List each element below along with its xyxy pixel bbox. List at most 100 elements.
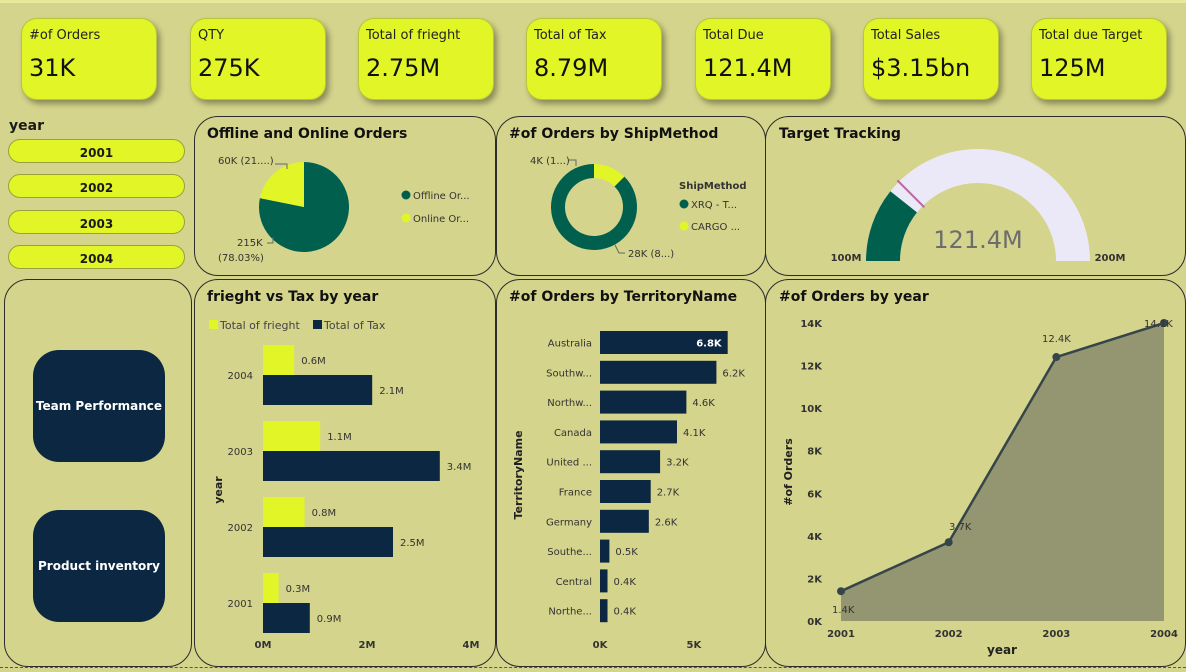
tick-label: 2004 — [1150, 629, 1178, 640]
year-slicer-item-2002[interactable]: 2002 — [8, 174, 185, 198]
kpi-value: 2.75M — [366, 54, 441, 82]
leader-line — [275, 163, 288, 169]
data-label: 4.1K — [683, 428, 706, 439]
gauge-track — [866, 148, 1090, 261]
tick-label: 2003 — [1042, 629, 1070, 640]
bar — [263, 421, 321, 451]
tick-label: 4M — [463, 640, 480, 651]
legend-marker — [679, 221, 689, 231]
kpi-card-orders: #of Orders 31K — [21, 18, 157, 100]
territory-panel: #of Orders by TerritoryName Australia 6.8… — [496, 279, 766, 667]
year-slicer-item-2001[interactable]: 2001 — [8, 139, 185, 163]
donut-slice — [551, 164, 637, 250]
bottom-divider — [0, 667, 1186, 668]
team-performance-button[interactable]: Team Performance — [33, 350, 165, 462]
tick-label: 2M — [359, 640, 376, 651]
shipmethod-panel: #of Orders by ShipMethod 4K (1...) 28K (8… — [496, 116, 766, 276]
tick-label: 8K — [807, 447, 823, 458]
bar — [263, 573, 279, 603]
tick-label: 4K — [807, 532, 823, 543]
data-label: 6.8K — [696, 339, 723, 350]
leader-line — [569, 159, 577, 166]
target-tracking-panel: Target Tracking 121.4M 100M 200M — [765, 116, 1186, 276]
tick-label: 0M — [255, 640, 272, 651]
kpi-card-due-target: Total due Target 125M — [1031, 18, 1167, 100]
bar — [600, 509, 649, 533]
leader-line — [267, 237, 274, 244]
kpi-value: 121.4M — [703, 54, 793, 82]
legend-marker — [209, 320, 218, 329]
gauge-fill — [866, 191, 917, 261]
tick-label: 2002 — [935, 629, 963, 640]
legend-label: CARGO ... — [691, 222, 740, 233]
series-line — [840, 321, 1165, 593]
bar — [263, 603, 310, 633]
bar — [600, 539, 610, 563]
category-label: Northe... — [548, 607, 592, 618]
gauge-target-marker — [896, 179, 925, 208]
legend-label: Total of Tax — [323, 319, 386, 332]
tick-label: 2001 — [827, 629, 855, 640]
bar — [600, 450, 661, 474]
product-inventory-button[interactable]: Product inventory — [33, 510, 165, 622]
gauge-value: 121.4M — [933, 226, 1022, 254]
donut-slice — [594, 164, 625, 187]
orders-by-year-area-chart: 0K 2K 4K 6K 8K 10K 12K 14K 1.4K 3.7K 12.4K 14.1K 200… — [782, 319, 1178, 657]
bar — [263, 451, 440, 481]
bar — [600, 569, 608, 593]
data-label: 0.4K — [614, 577, 637, 588]
data-label: 2.5M — [400, 538, 425, 549]
chart-title: #of Orders by ShipMethod — [509, 126, 719, 142]
data-label: 2.1M — [379, 386, 404, 397]
data-label: 12.4K — [1042, 334, 1071, 345]
pie-slice — [259, 162, 304, 207]
axis-label: TerritoryName — [512, 430, 525, 519]
data-label: 3.7K — [949, 522, 972, 533]
category-label: France — [559, 488, 592, 499]
data-label: 1.1M — [327, 432, 352, 443]
data-point — [1160, 319, 1168, 327]
category-label: 2004 — [228, 371, 253, 382]
data-label: 2.7K — [657, 488, 680, 499]
data-label: 14.1K — [1144, 319, 1173, 330]
year-slicer-title: year — [9, 118, 44, 134]
legend-title: ShipMethod — [679, 181, 747, 192]
data-label: 0.9M — [317, 614, 342, 625]
data-label: 1.4K — [832, 605, 855, 616]
data-label: 0.8M — [312, 508, 337, 519]
kpi-label: QTY — [198, 28, 225, 43]
category-label: Southe... — [547, 547, 592, 558]
area-fill — [841, 323, 1164, 621]
data-label: 0.6M — [301, 356, 326, 367]
kpi-card-freight: Total of frieght 2.75M — [358, 18, 494, 100]
data-label: 3.2K — [666, 458, 689, 469]
tick-label: 6K — [807, 489, 823, 500]
legend-marker — [679, 199, 689, 209]
category-label: Southw... — [546, 368, 592, 379]
kpi-label: Total of Tax — [534, 28, 607, 43]
data-point — [1052, 353, 1061, 362]
offline-online-panel: Offline and Online Orders 60K (21....) 21… — [194, 116, 496, 276]
orders-by-year-panel: #of Orders by year 0K 2K 4K 6K 8K 10K 12K 14K 1.… — [765, 279, 1186, 667]
chart-title: Target Tracking — [779, 126, 901, 142]
year-slicer-item-2003[interactable]: 2003 — [8, 210, 185, 234]
category-label: Central — [556, 577, 592, 588]
kpi-card-total-due: Total Due 121.4M — [695, 18, 831, 100]
gauge-min-label: 100M — [831, 253, 862, 264]
axis-label: #of Orders — [782, 438, 795, 506]
navigation-panel — [4, 279, 192, 667]
legend-marker — [401, 190, 411, 200]
category-label: 2001 — [228, 599, 253, 610]
data-point — [837, 587, 845, 596]
year-slicer-item-2004[interactable]: 2004 — [8, 245, 185, 269]
data-label: 2.6K — [655, 517, 678, 528]
data-label: 215K — [237, 238, 263, 249]
bar — [600, 480, 651, 503]
tick-label: 10K — [800, 404, 823, 415]
kpi-value: 125M — [1039, 54, 1106, 82]
category-label: Germany — [546, 517, 592, 528]
data-label: 0.4K — [614, 607, 637, 618]
data-label: 4.6K — [692, 398, 715, 409]
tick-label: 2K — [807, 574, 823, 585]
data-label: 0.5K — [615, 547, 638, 558]
